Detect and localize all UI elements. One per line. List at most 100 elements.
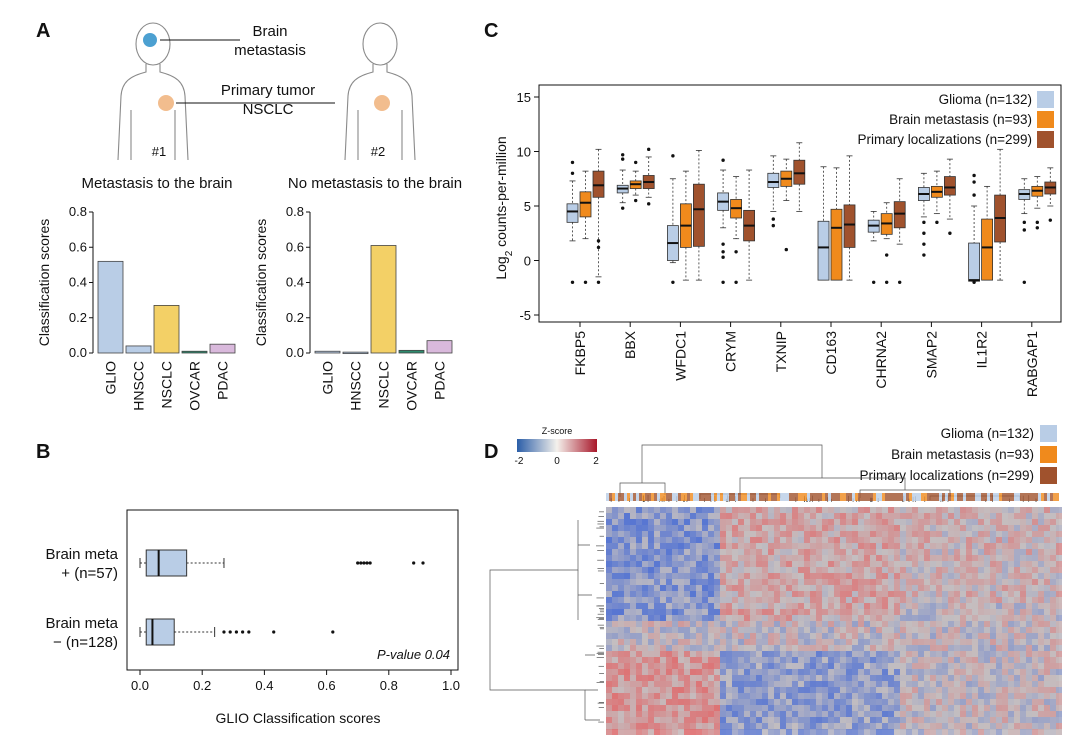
heatmap-cell <box>990 639 996 645</box>
heatmap-cell <box>636 609 642 615</box>
outlier-point <box>972 180 976 184</box>
heatmap-cell <box>624 555 630 561</box>
heatmap-cell <box>666 645 672 651</box>
annotation-cell <box>1050 493 1053 501</box>
heatmap-cell <box>750 645 756 651</box>
heatmap-cell <box>678 717 684 723</box>
heatmap-cell <box>690 723 696 729</box>
heatmap-cell <box>1038 537 1044 543</box>
heatmap-cell <box>804 705 810 711</box>
heatmap-cell <box>774 639 780 645</box>
heatmap-cell <box>672 645 678 651</box>
heatmap-cell <box>1002 717 1008 723</box>
heatmap-cell <box>894 513 900 519</box>
heatmap-cell <box>738 645 744 651</box>
heatmap-cell <box>816 597 822 603</box>
heatmap-cell <box>612 519 618 525</box>
heatmap-cell <box>984 645 990 651</box>
heatmap-cell <box>618 723 624 729</box>
heatmap-cell <box>738 651 744 657</box>
heatmap-cell <box>858 687 864 693</box>
heatmap-cell <box>1026 549 1032 555</box>
heatmap-cell <box>1044 549 1050 555</box>
heatmap-cell <box>996 579 1002 585</box>
heatmap-cell <box>942 555 948 561</box>
heatmap-cell <box>720 519 726 525</box>
heatmap-cell <box>864 597 870 603</box>
annotation-cell <box>972 493 975 501</box>
annotation-cell <box>1056 493 1059 501</box>
legend-d-glioma-swatch <box>1040 425 1057 442</box>
heatmap-cell <box>1038 651 1044 657</box>
heatmap-cell <box>948 675 954 681</box>
heatmap-cell <box>990 675 996 681</box>
heatmap-cell <box>810 585 816 591</box>
heatmap-cell <box>888 621 894 627</box>
heatmap-cell <box>828 663 834 669</box>
heatmap-cell <box>1026 675 1032 681</box>
heatmap-cell <box>720 555 726 561</box>
heatmap-cell <box>1050 519 1056 525</box>
heatmap-cell <box>900 561 906 567</box>
heatmap-cell <box>990 681 996 687</box>
heatmap-cell <box>738 555 744 561</box>
heatmap-cell <box>654 513 660 519</box>
heatmap-cell <box>1056 645 1062 651</box>
heatmap-cell <box>822 657 828 663</box>
heatmap-cell <box>678 687 684 693</box>
heatmap-cell <box>810 513 816 519</box>
heatmap-cell <box>864 675 870 681</box>
heatmap-cell <box>906 513 912 519</box>
heatmap-cell <box>822 525 828 531</box>
heatmap-cell <box>678 531 684 537</box>
heatmap-cell <box>912 621 918 627</box>
heatmap-cell <box>786 513 792 519</box>
heatmap-cell <box>1002 657 1008 663</box>
annotation-cell <box>669 493 672 501</box>
heatmap-cell <box>738 597 744 603</box>
heatmap-cell <box>708 597 714 603</box>
heatmap-cell <box>630 651 636 657</box>
heatmap-cell <box>678 645 684 651</box>
heatmap-cell <box>942 585 948 591</box>
heatmap-cell <box>948 585 954 591</box>
heatmap-cell <box>864 711 870 717</box>
x-tick-label: CHRNA2 <box>873 331 889 389</box>
heatmap-cell <box>876 513 882 519</box>
heatmap-cell <box>618 687 624 693</box>
brain-tumor-marker <box>143 33 157 47</box>
heatmap-cell <box>606 603 612 609</box>
heatmap-cell <box>1056 693 1062 699</box>
heatmap-cell <box>810 633 816 639</box>
heatmap-cell <box>1014 633 1020 639</box>
heatmap-cell <box>690 567 696 573</box>
outlier-point <box>771 217 775 221</box>
heatmap-cell <box>978 627 984 633</box>
heatmap-cell <box>942 669 948 675</box>
brain-label-2: metastasis <box>234 42 306 59</box>
heatmap-cell <box>912 687 918 693</box>
heatmap-cell <box>840 723 846 729</box>
heatmap-cell <box>702 519 708 525</box>
heatmap-cell <box>606 531 612 537</box>
heatmap-cell <box>876 693 882 699</box>
heatmap-cell <box>828 555 834 561</box>
heatmap-cell <box>738 669 744 675</box>
heatmap-cell <box>972 519 978 525</box>
heatmap-cell <box>630 573 636 579</box>
heatmap-cell <box>864 507 870 513</box>
heatmap-cell <box>870 639 876 645</box>
heatmap-cell <box>942 645 948 651</box>
heatmap-cell <box>888 507 894 513</box>
heatmap-cell <box>648 549 654 555</box>
heatmap-cell <box>930 549 936 555</box>
heatmap-cell <box>954 537 960 543</box>
heatmap-cell <box>618 585 624 591</box>
heatmap-cell <box>1056 627 1062 633</box>
heatmap-cell <box>738 591 744 597</box>
heatmap-cell <box>630 537 636 543</box>
heatmap-cell <box>738 507 744 513</box>
heatmap-cell <box>960 729 966 735</box>
heatmap-cell <box>912 693 918 699</box>
annotation-cell <box>867 493 870 501</box>
